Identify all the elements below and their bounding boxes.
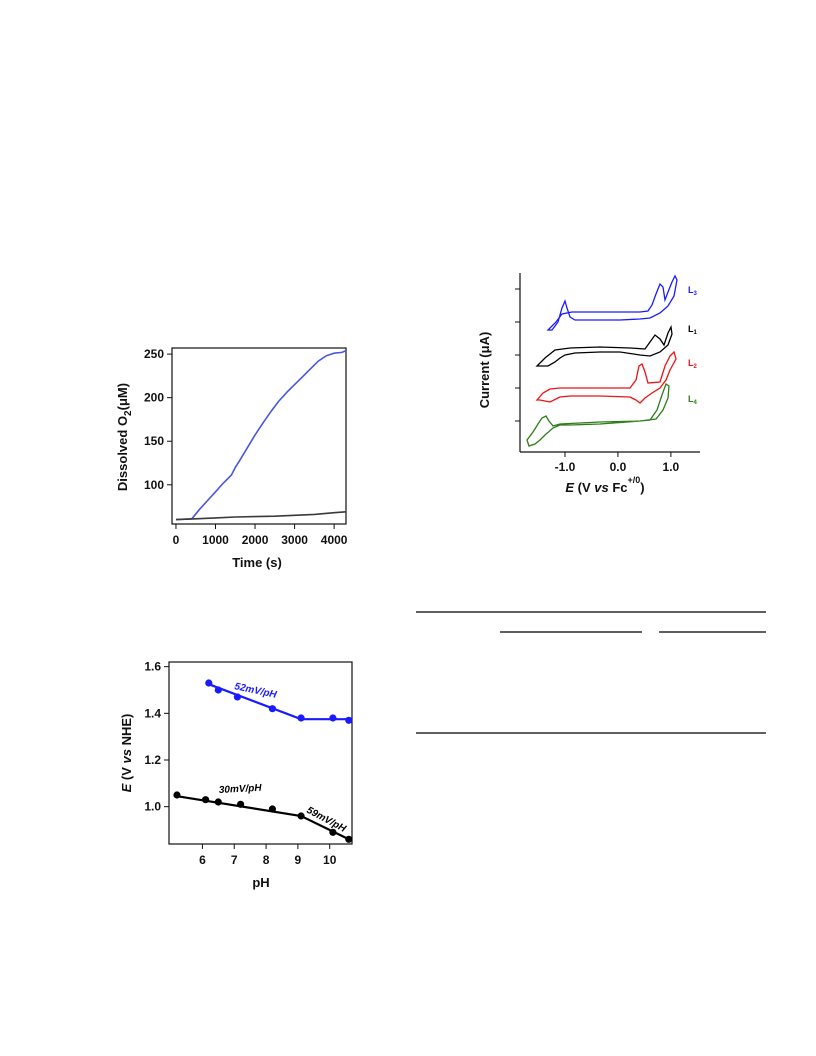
cv-x-label-e: E xyxy=(565,480,574,495)
pourbaix-y-tick-label: 1.2 xyxy=(144,753,161,767)
pourbaix-data-point xyxy=(268,805,276,813)
pourbaix-data-point xyxy=(268,705,276,713)
pourbaix-y-label-e: E xyxy=(119,783,134,792)
pourbaix-y-label-vs: vs xyxy=(119,749,134,763)
pourbaix-data-point xyxy=(202,796,210,804)
cv-x-label-fc: Fc xyxy=(609,480,628,495)
pourbaix-data-point xyxy=(237,800,245,808)
o2-y-tick-label: 100 xyxy=(144,478,164,492)
cv-x-axis-label: E (V vs Fc+/0) xyxy=(565,475,644,495)
pourbaix-data-point xyxy=(345,835,353,843)
pourbaix-data-point xyxy=(205,679,213,687)
pourbaix-data-point xyxy=(233,693,241,701)
cv-x-label-close: ) xyxy=(640,480,644,495)
cv-trace-l1 xyxy=(535,324,673,367)
pourbaix-y-label-units: (V xyxy=(119,763,134,783)
o2-series-group xyxy=(175,349,347,521)
cv-trace-l2 xyxy=(535,350,677,404)
cv-y-label-mu: μ xyxy=(477,345,492,353)
o2-tick-group: 0 1000 2000 3000 4000 100 150 200 250 xyxy=(144,347,348,547)
cv-x-label-units: (V xyxy=(574,480,594,495)
pourbaix-series-group xyxy=(173,679,353,843)
pourbaix-y-axis-label: E (V vs NHE) xyxy=(119,714,134,793)
pourbaix-data-point xyxy=(329,714,337,722)
cv-trace-l3 xyxy=(546,274,678,331)
cv-x-tick-label: -1.0 xyxy=(555,460,576,474)
o2-x-tick-label: 3000 xyxy=(281,533,308,547)
cv-trace-l4 xyxy=(526,383,670,447)
o2-y-label-unit: (μM) xyxy=(115,383,130,410)
pourbaix-x-axis-label: pH xyxy=(252,875,269,890)
pourbaix-chart: 6 7 8 9 101.01.21.41.6 52mV/pH 30mV/pH 59mV/… xyxy=(119,660,353,890)
cv-x-tick-label: 1.0 xyxy=(663,460,680,474)
cv-y-label-pre: Current ( xyxy=(477,353,492,409)
cv-y-axis-label: Current (μA) xyxy=(477,332,492,409)
o2-x-tick-label: 0 xyxy=(173,533,180,547)
pourbaix-data-point xyxy=(173,791,181,799)
pourbaix-x-tick-label: 7 xyxy=(231,853,238,867)
pourbaix-data-point xyxy=(297,812,305,820)
cv-legend: L3 L1 L2 L4 xyxy=(688,285,698,406)
o2-evolution-chart: 0 1000 2000 3000 4000 100 150 200 250 Time (s) D… xyxy=(115,347,348,570)
cv-legend-label-l3: L3 xyxy=(688,285,698,297)
cv-legend-label-l4: L4 xyxy=(688,394,698,406)
pourbaix-data-point xyxy=(214,798,222,806)
o2-y-label-sub: 2 xyxy=(123,410,134,416)
o2-plot-frame xyxy=(171,347,347,525)
pourbaix-x-tick-label: 6 xyxy=(199,853,206,867)
o2-y-tick-label: 250 xyxy=(144,347,164,361)
pourbaix-x-tick-label: 9 xyxy=(295,853,302,867)
o2-series-line-blue xyxy=(175,349,347,521)
pourbaix-x-tick-label: 8 xyxy=(263,853,270,867)
o2-y-tick-label: 150 xyxy=(144,434,164,448)
o2-y-tick-label: 200 xyxy=(144,391,164,405)
pourbaix-data-point xyxy=(214,686,222,694)
cv-chart: -1.0 0.0 1.0 E (V vs Fc+/0) Current (μA) L… xyxy=(477,273,700,495)
pourbaix-plot-frame xyxy=(168,661,353,845)
pourbaix-y-tick-label: 1.4 xyxy=(144,706,161,720)
pourbaix-tick-group: 6 7 8 9 10 1.0 1.2 1.4 1.6 xyxy=(144,660,336,867)
cv-legend-label-l1: L1 xyxy=(688,324,698,336)
o2-x-tick-label: 1000 xyxy=(202,533,229,547)
cv-x-tick-group: -1.0 0.0 1.0 xyxy=(555,452,680,474)
table-rules xyxy=(416,611,766,734)
pourbaix-y-label-nhe: NHE) xyxy=(119,714,134,749)
o2-y-axis-label: Dissolved O2(μM) xyxy=(115,383,134,491)
cv-x-label-sup: +/0 xyxy=(628,475,641,485)
cv-x-tick-label: 0.0 xyxy=(610,460,627,474)
slope-annotation-30: 30mV/pH xyxy=(219,783,263,796)
pourbaix-y-tick-label: 1.0 xyxy=(144,800,161,814)
o2-y-label-main: Dissolved O xyxy=(115,416,130,491)
pourbaix-data-point xyxy=(297,714,305,722)
cv-x-label-vs: vs xyxy=(594,480,608,495)
pourbaix-y-tick-label: 1.6 xyxy=(144,660,161,674)
cv-y-ticks xyxy=(515,288,520,422)
cv-legend-label-l2: L2 xyxy=(688,358,698,370)
pourbaix-fit-line xyxy=(208,683,349,721)
pourbaix-data-point xyxy=(345,716,353,724)
o2-x-axis-label: Time (s) xyxy=(232,555,282,570)
pourbaix-x-tick-label: 10 xyxy=(323,853,337,867)
o2-series-line-dark xyxy=(175,511,347,521)
cv-y-label-post: A) xyxy=(477,332,492,346)
o2-x-tick-label: 4000 xyxy=(321,533,348,547)
o2-x-tick-label: 2000 xyxy=(242,533,269,547)
pourbaix-data-point xyxy=(329,828,337,836)
